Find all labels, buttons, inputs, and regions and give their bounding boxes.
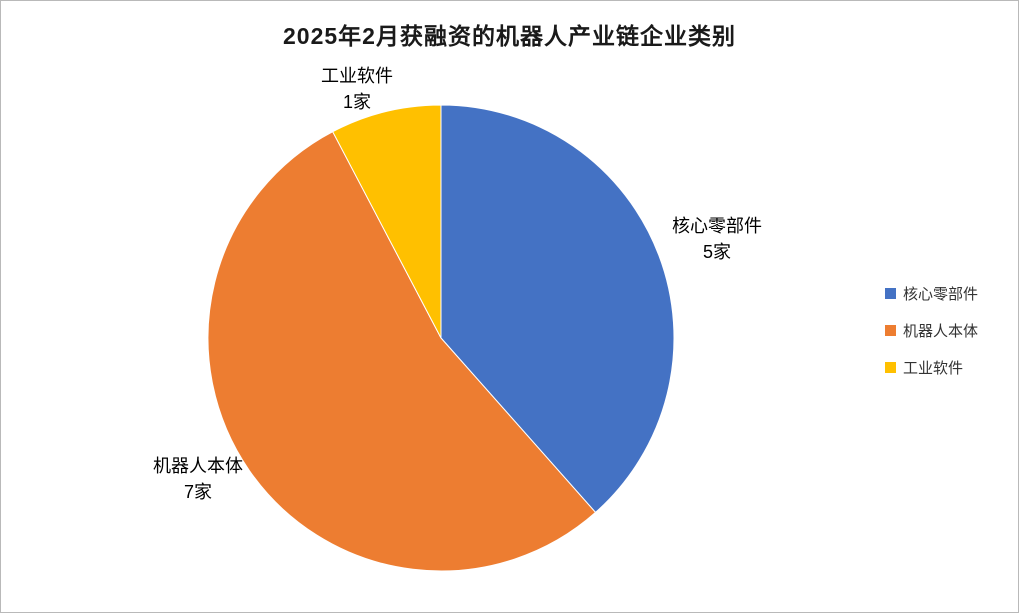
legend-item-core-components: 核心零部件 — [885, 283, 978, 304]
slice-label-robot-body: 机器人本体 7家 — [98, 453, 298, 505]
slice-label-industrial-software: 工业软件 1家 — [257, 63, 457, 115]
legend-item-industrial-software: 工业软件 — [885, 357, 978, 378]
legend-swatch-icon — [885, 325, 896, 336]
legend-label: 工业软件 — [903, 360, 964, 377]
slice-label-category: 核心零部件 — [672, 216, 762, 236]
slice-label-value: 1家 — [342, 92, 371, 112]
legend: 核心零部件 机器人本体 工业软件 — [885, 283, 978, 394]
chart-title: 2025年2月获融资的机器人产业链企业类别 — [283, 23, 736, 49]
pie-slice-0 — [440, 104, 675, 514]
slice-label-core-components: 核心零部件 5家 — [617, 213, 817, 265]
legend-swatch-icon — [885, 288, 896, 299]
legend-swatch-icon — [885, 362, 896, 373]
legend-label: 核心零部件 — [903, 286, 979, 303]
pie-slice-2 — [332, 104, 442, 339]
legend-item-robot-body: 机器人本体 — [885, 320, 978, 341]
slice-label-value: 7家 — [183, 482, 212, 502]
pie-slice-1 — [207, 131, 597, 572]
legend-label: 机器人本体 — [903, 323, 979, 340]
slice-label-value: 5家 — [702, 242, 731, 262]
slice-label-category: 机器人本体 — [153, 456, 243, 476]
slice-label-category: 工业软件 — [321, 66, 393, 86]
